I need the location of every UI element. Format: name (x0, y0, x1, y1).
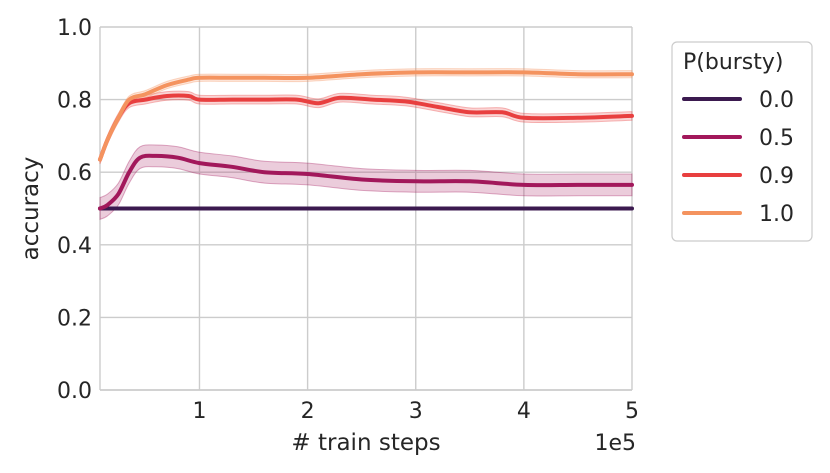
x-tick-label: 2 (301, 399, 315, 424)
y-tick-label: 0.0 (57, 379, 92, 404)
legend-box (671, 41, 813, 242)
series-line-0.5 (98, 153, 634, 211)
legend: P(bursty) 0.0 0.5 0.9 1.0 (671, 41, 813, 242)
legend-items: 0.0 0.5 0.9 1.0 (682, 88, 794, 227)
y-tick-label: 0.8 (57, 89, 92, 114)
y-tick-label: 0.4 (57, 234, 92, 259)
y-tick-label: 1.0 (57, 16, 92, 41)
x-axis-offset-label: 1e5 (594, 431, 636, 456)
x-axis-ticks: 1 2 3 4 5 (192, 399, 639, 424)
series-lines (98, 70, 634, 211)
y-tick-label: 0.2 (57, 306, 92, 331)
y-axis-label: accuracy (18, 157, 44, 261)
x-tick-label: 5 (625, 399, 639, 424)
legend-label: 1.0 (759, 202, 794, 227)
x-tick-label: 3 (409, 399, 423, 424)
legend-label: 0.0 (759, 88, 794, 113)
x-tick-label: 1 (192, 399, 206, 424)
confidence-bands (99, 68, 633, 221)
confidence-band-0.5 (99, 144, 633, 221)
confidence-band-0.9 (99, 90, 633, 165)
legend-label: 0.9 (759, 164, 794, 189)
x-tick-label: 4 (517, 399, 531, 424)
y-axis-ticks: 0.0 0.2 0.4 0.6 0.8 1.0 (57, 16, 92, 404)
legend-title: P(bursty) (683, 50, 784, 75)
confidence-band-1.0 (99, 68, 633, 164)
series-line-1.0 (98, 70, 634, 162)
legend-label: 0.5 (759, 126, 794, 151)
y-tick-label: 0.6 (57, 161, 92, 186)
series-line-0.9 (98, 93, 634, 162)
x-axis-label: # train steps (291, 430, 440, 456)
